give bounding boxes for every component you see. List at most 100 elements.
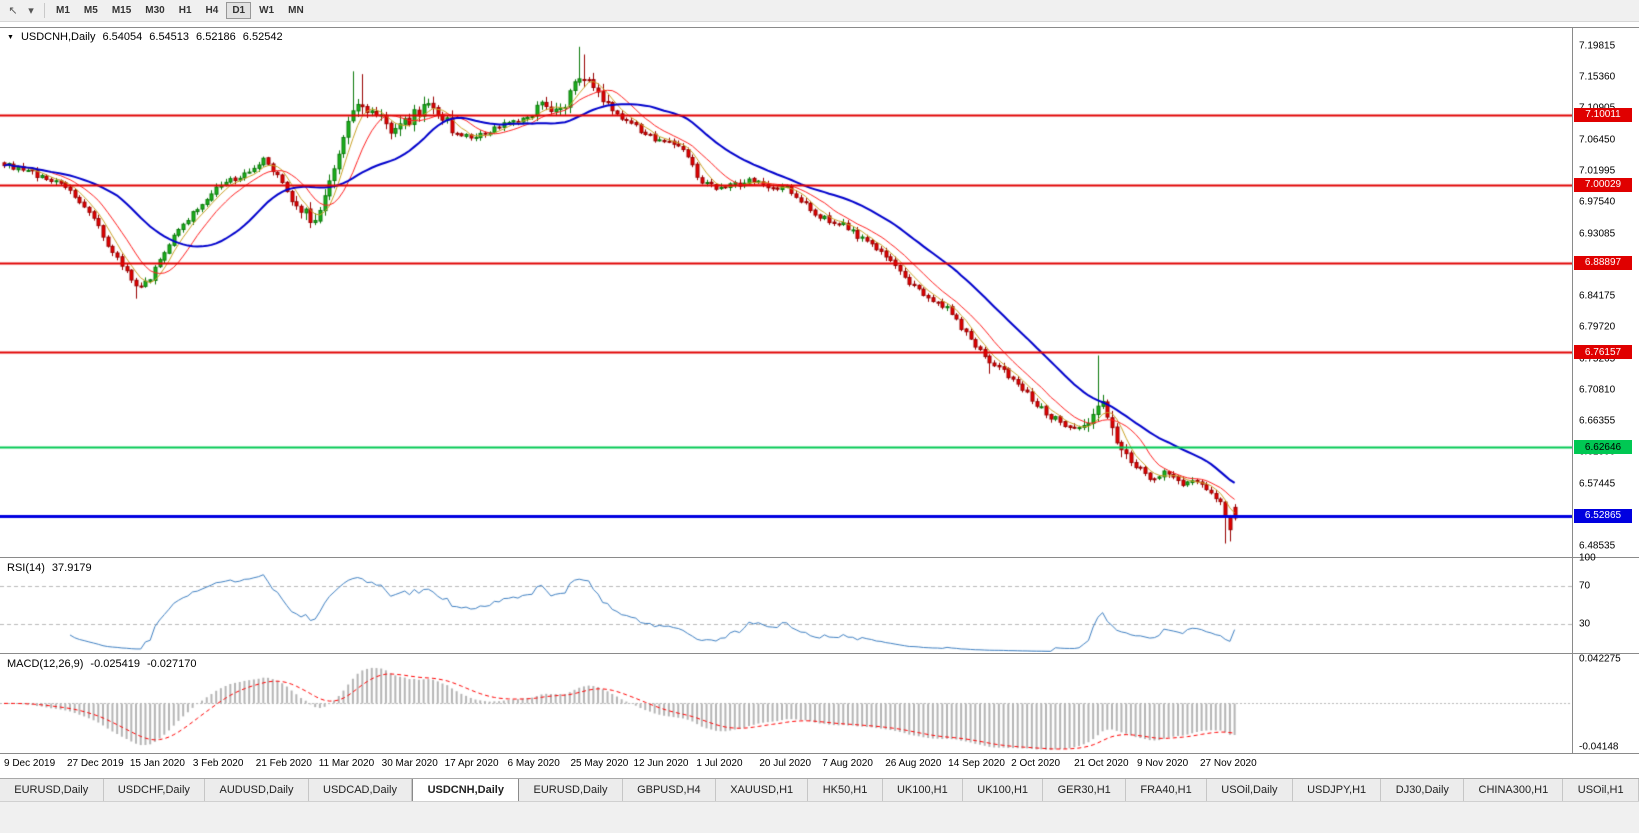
price-tick-label: 6.84175 — [1579, 290, 1616, 302]
hline-price-tag[interactable]: 7.10011 — [1574, 107, 1632, 122]
price-axis[interactable]: 7.198157.153607.109057.064507.019956.975… — [1573, 27, 1639, 753]
macd-label: MACD(12,26,9) — [7, 658, 84, 670]
timeframe-button-M30[interactable]: M30 — [145, 5, 165, 16]
tab-EURUSD,Daily[interactable]: EURUSD,Daily — [0, 779, 104, 801]
tab-GBPUSD,H4[interactable]: GBPUSD,H4 — [622, 779, 716, 801]
rsi-axis-label: 100 — [1579, 552, 1596, 564]
chart-tab-bar: EURUSD,Daily USDCHF,Daily AUDUSD,Daily USDC… — [0, 778, 1639, 801]
timeframe-button-H4[interactable]: H4 — [205, 5, 219, 16]
date-axis-divider — [0, 753, 1639, 754]
date-axis-label: 17 Apr 2020 — [444, 758, 499, 769]
rsi-axis-label: 70 — [1579, 580, 1591, 592]
date-axis-label: 2 Oct 2020 — [1011, 758, 1061, 769]
macd-axis-label: 0.042275 — [1579, 653, 1621, 665]
tab-UK100,H1[interactable]: UK100,H1 — [962, 779, 1044, 801]
hline-price-tag[interactable]: 6.62646 — [1574, 440, 1632, 455]
date-axis-label: 27 Nov 2020 — [1199, 758, 1257, 769]
price-tick-label: 6.57445 — [1579, 478, 1616, 490]
timeframe-button-M1[interactable]: M1 — [56, 5, 70, 16]
rsi-pane-divider[interactable] — [0, 557, 1639, 558]
price-tick-label: 7.19815 — [1579, 40, 1616, 52]
tab-FRA40,H1[interactable]: FRA40,H1 — [1126, 779, 1207, 801]
price-tick-label: 6.93085 — [1579, 228, 1616, 240]
macd-pane-divider[interactable] — [0, 653, 1639, 654]
cursor-icon[interactable]: ↖ — [8, 5, 18, 17]
ohlc-readout: ▼ USDCNH,Daily 6.54054 6.54513 6.52186 6… — [7, 31, 283, 43]
macd-canvas[interactable] — [0, 654, 1572, 752]
date-axis-label: 3 Feb 2020 — [192, 758, 244, 769]
low-value: 6.52186 — [196, 31, 236, 43]
symbol-name: USDCNH,Daily — [20, 31, 96, 43]
price-tick-label: 6.97540 — [1579, 196, 1616, 208]
tab-USDCAD,Daily[interactable]: USDCAD,Daily — [308, 779, 413, 801]
date-axis-label: 6 May 2020 — [507, 758, 560, 769]
date-axis-label: 9 Dec 2019 — [4, 758, 56, 769]
macd-main-value: -0.025419 — [90, 658, 140, 670]
hline-price-tag[interactable]: 6.76157 — [1574, 345, 1632, 360]
price-tick-label: 7.06450 — [1579, 134, 1616, 146]
tab-USDJPY,H1[interactable]: USDJPY,H1 — [1292, 779, 1382, 801]
timeframe-button-M5[interactable]: M5 — [83, 5, 98, 16]
tab-EURUSD,Daily[interactable]: EURUSD,Daily — [519, 779, 623, 801]
date-axis-label: 9 Nov 2020 — [1137, 758, 1189, 769]
price-chart-canvas[interactable] — [0, 27, 1572, 557]
date-axis-label: 25 May 2020 — [570, 758, 629, 769]
chart-frame: ▼ USDCNH,Daily 6.54054 6.54513 6.52186 6… — [0, 22, 1639, 778]
price-tick-label: 6.70810 — [1579, 384, 1616, 396]
toolbar-separator — [44, 3, 45, 18]
date-axis-label: 15 Jan 2020 — [129, 758, 185, 769]
tab-AUDUSD,Daily[interactable]: AUDUSD,Daily — [205, 779, 309, 801]
macd-axis-label: -0.04148 — [1579, 741, 1619, 753]
timeframe-button-M15[interactable]: M15 — [111, 5, 132, 16]
price-tick-label: 7.15360 — [1579, 71, 1616, 83]
symbol-marker-icon[interactable]: ▼ — [7, 33, 14, 41]
rsi-axis-label: 30 — [1579, 618, 1591, 630]
tab-XAUUSD,H1[interactable]: XAUUSD,H1 — [715, 779, 809, 801]
tab-CHINA300,H1[interactable]: CHINA300,H1 — [1464, 779, 1564, 801]
tab-USOil,H1[interactable]: USOil,H1 — [1563, 779, 1639, 801]
high-value: 6.54513 — [149, 31, 190, 43]
tab-USDCNH,Daily[interactable]: USDCNH,Daily — [412, 779, 520, 801]
date-axis-label: 7 Aug 2020 — [822, 758, 873, 769]
price-tick-label: 6.48535 — [1579, 540, 1616, 552]
date-axis-label: 14 Sep 2020 — [948, 758, 1005, 769]
timeframe-button-H1[interactable]: H1 — [178, 5, 192, 16]
timeframe-button-MN[interactable]: MN — [288, 5, 304, 16]
timeframe-toolbar: ↖ ▾ M1 M5 M15 M30 H1 H4 D1 W1 MN — [0, 0, 1639, 22]
price-axis-border — [1572, 27, 1573, 753]
tab-USDCHF,Daily[interactable]: USDCHF,Daily — [103, 779, 206, 801]
rsi-label: RSI(14) — [7, 562, 45, 574]
date-axis-label: 26 Aug 2020 — [885, 758, 942, 769]
tab-DJ30,Daily[interactable]: DJ30,Daily — [1381, 779, 1465, 801]
close-value: 6.52542 — [242, 31, 283, 43]
rsi-canvas[interactable] — [0, 558, 1572, 652]
hline-price-tag[interactable]: 6.52865 — [1574, 508, 1632, 523]
rsi-readout: RSI(14) 37.9179 — [7, 562, 92, 574]
timeframe-button-W1[interactable]: W1 — [259, 5, 275, 16]
date-axis-label: 30 Mar 2020 — [381, 758, 438, 769]
timeframe-button-D1[interactable]: D1 — [226, 2, 252, 19]
hline-price-tag[interactable]: 7.00029 — [1574, 177, 1632, 192]
tab-UK100,H1[interactable]: UK100,H1 — [882, 779, 963, 801]
rsi-value: 37.9179 — [51, 562, 92, 574]
open-value: 6.54054 — [102, 31, 143, 43]
tab-HK50,H1[interactable]: HK50,H1 — [808, 779, 883, 801]
status-strip — [0, 801, 1639, 833]
date-axis-label: 27 Dec 2019 — [66, 758, 124, 769]
date-axis[interactable]: 9 Dec 2019 27 Dec 2019 15 Jan 2020 3 Feb 20… — [0, 758, 1572, 776]
date-axis-label: 12 Jun 2020 — [633, 758, 689, 769]
date-axis-label: 21 Oct 2020 — [1074, 758, 1129, 769]
date-axis-label: 20 Jul 2020 — [759, 758, 812, 769]
tab-USOil,Daily[interactable]: USOil,Daily — [1207, 779, 1293, 801]
date-axis-label: 11 Mar 2020 — [318, 758, 375, 769]
date-axis-label: 21 Feb 2020 — [255, 758, 312, 769]
price-tick-label: 6.66355 — [1579, 415, 1616, 427]
macd-readout: MACD(12,26,9) -0.025419 -0.027170 — [7, 658, 197, 670]
hline-price-tag[interactable]: 6.88897 — [1574, 255, 1632, 270]
dropdown-arrow-icon[interactable]: ▾ — [28, 5, 34, 17]
tab-GER30,H1[interactable]: GER30,H1 — [1043, 779, 1127, 801]
price-tick-label: 6.79720 — [1579, 321, 1616, 333]
date-axis-label: 1 Jul 2020 — [696, 758, 743, 769]
price-tick-label: 7.01995 — [1579, 165, 1616, 177]
